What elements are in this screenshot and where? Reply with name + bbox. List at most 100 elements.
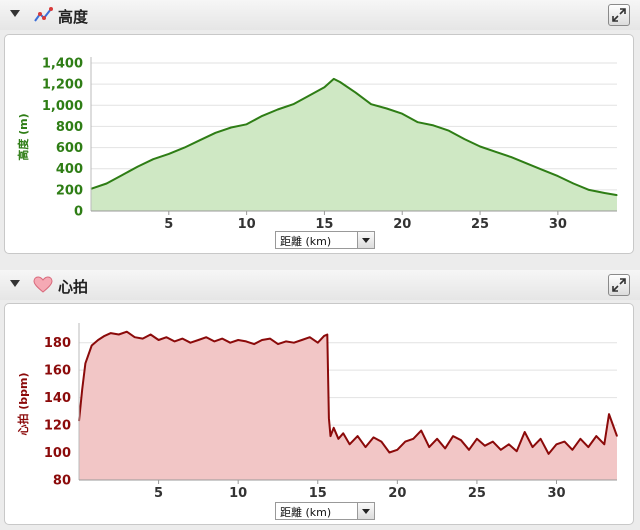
data-point	[479, 145, 481, 148]
data-point	[448, 130, 450, 132]
data-point	[121, 174, 123, 176]
x-tick-label: 10	[238, 217, 256, 232]
collapse-toggle-icon[interactable]	[10, 10, 20, 17]
data-point	[357, 435, 359, 437]
expand-icon	[612, 278, 626, 292]
data-point	[386, 107, 388, 110]
data-point	[285, 340, 287, 342]
data-point	[81, 388, 83, 390]
data-point	[388, 451, 390, 454]
expand-icon	[612, 8, 626, 22]
data-point	[246, 123, 248, 125]
data-point	[432, 124, 434, 126]
data-point	[126, 331, 128, 333]
data-point	[337, 438, 339, 440]
data-point	[134, 336, 136, 338]
y-tick-label: 120	[44, 419, 71, 434]
data-point	[261, 115, 263, 117]
section-title: 心拍	[58, 278, 89, 296]
data-point	[221, 338, 223, 340]
data-point	[526, 162, 528, 164]
data-point	[555, 443, 558, 445]
line-chart-icon	[34, 7, 53, 22]
data-point	[444, 447, 446, 449]
x-tick-label: 30	[547, 486, 565, 501]
select-value: 距離 (km)	[280, 235, 332, 248]
series-area	[79, 331, 617, 480]
expand-button[interactable]	[608, 4, 630, 26]
y-tick-label: 1,200	[42, 78, 83, 93]
x-tick-label: 15	[315, 217, 333, 232]
x-tick-label: 5	[164, 217, 173, 232]
data-point	[323, 335, 325, 337]
data-point	[181, 338, 184, 340]
data-point	[213, 340, 215, 342]
y-tick-label: 400	[56, 162, 83, 177]
y-tick-label: 80	[53, 474, 71, 489]
y-axis-title: 高度 (m)	[16, 113, 30, 160]
data-point	[579, 438, 582, 440]
data-point	[150, 333, 152, 336]
data-point	[317, 342, 319, 344]
x-tick-label: 10	[229, 486, 247, 501]
y-tick-label: 0	[74, 205, 83, 220]
elevation-chart: 0 200 400 600 800 1,000 1,200 1,400 5 10 15 20 25 30 高…	[16, 57, 618, 232]
data-point	[261, 339, 263, 341]
data-point	[372, 436, 375, 438]
collapse-toggle-icon[interactable]	[10, 280, 20, 287]
data-point	[106, 182, 108, 185]
data-point	[468, 449, 470, 451]
y-tick-label: 200	[56, 183, 83, 198]
data-point	[587, 446, 589, 448]
heart-rate-section-header: 心拍	[0, 270, 640, 300]
data-point	[137, 166, 139, 168]
data-point	[277, 108, 279, 111]
section-title: 高度	[58, 8, 89, 26]
data-point	[97, 339, 99, 341]
y-tick-label: 1,000	[42, 99, 83, 114]
data-point	[595, 435, 597, 437]
y-tick-label: 160	[44, 364, 71, 379]
data-point	[237, 339, 239, 341]
data-point	[571, 449, 574, 451]
data-point	[333, 427, 335, 429]
data-point	[339, 81, 341, 83]
data-point	[333, 78, 335, 80]
data-point	[230, 126, 232, 129]
x-axis-unit-select[interactable]: 距離 (km)	[275, 231, 375, 249]
data-point	[355, 92, 357, 94]
data-point	[349, 443, 351, 445]
elevation-section-header: 高度	[0, 0, 640, 30]
data-point	[342, 432, 344, 434]
series-area	[91, 78, 617, 212]
dropdown-arrow-icon	[357, 232, 374, 248]
data-point	[548, 453, 550, 455]
x-tick-label: 20	[393, 217, 411, 232]
data-point	[152, 158, 154, 160]
data-point	[364, 446, 367, 448]
data-point	[616, 194, 618, 196]
x-tick-label: 30	[549, 217, 567, 232]
x-axis-unit-select[interactable]: 距離 (km)	[275, 502, 375, 520]
expand-button[interactable]	[608, 274, 630, 296]
data-point	[323, 86, 325, 88]
data-point	[500, 449, 502, 451]
data-point	[199, 139, 201, 141]
data-point	[510, 156, 512, 158]
data-point	[229, 342, 231, 344]
data-point	[436, 438, 438, 440]
data-point	[103, 335, 106, 337]
x-tick-label: 25	[471, 217, 489, 232]
data-point	[572, 182, 575, 185]
y-tick-label: 600	[56, 141, 83, 156]
data-point	[293, 342, 295, 344]
data-point	[557, 175, 559, 177]
x-tick-label: 15	[309, 486, 327, 501]
data-point	[540, 438, 542, 440]
data-point	[460, 439, 462, 441]
data-point	[420, 430, 422, 432]
dropdown-arrow-icon	[357, 503, 374, 519]
data-point	[524, 431, 526, 433]
data-point	[428, 446, 430, 448]
data-point	[301, 339, 303, 341]
